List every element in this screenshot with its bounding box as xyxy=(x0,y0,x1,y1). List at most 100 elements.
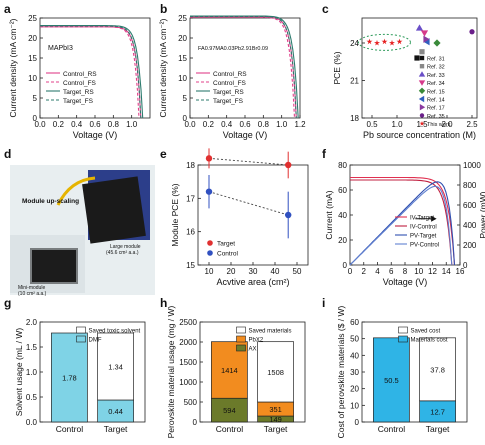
panel-f-ytick-label: 60 xyxy=(338,186,347,195)
panel-c-point-this-work xyxy=(366,38,373,45)
panel-letter-i: i xyxy=(322,296,325,310)
panel-c-xtick-label: 1.0 xyxy=(391,120,403,129)
panel-c-legend-marker xyxy=(418,95,425,103)
panel-a-xtick-label: 0.2 xyxy=(53,120,65,129)
panel-g-bar-value: 1.34 xyxy=(108,363,123,372)
panel-e-xtick-label: 40 xyxy=(271,267,280,276)
panel-g-ytick-label: 2.0 xyxy=(26,318,38,327)
panel-a-curve-control-fs xyxy=(40,26,140,119)
panel-e-ytick-label: 15 xyxy=(186,261,195,270)
panel-i-legend-swatch xyxy=(398,326,408,334)
panel-b-legend-label: Target_FS xyxy=(213,98,244,105)
panel-f-ylabel: Current (mA) xyxy=(324,190,334,239)
panel-g-category-label: Control xyxy=(56,424,84,434)
panel-e-frame xyxy=(197,164,309,266)
panel-f-xlabel: Voltage (V) xyxy=(383,277,428,287)
panel-h-ytick-label: 500 xyxy=(184,398,198,407)
panel-i-ytick-label: 0 xyxy=(355,418,360,427)
panel-i-ytick-label: 60 xyxy=(350,318,359,327)
panel-i-ytick-label: 10 xyxy=(350,401,359,410)
panel-c-point-this-work xyxy=(396,38,403,45)
panel-h-category-label: Target xyxy=(264,424,288,434)
panel-letter-d: d xyxy=(4,147,11,161)
panel-f-legend-label: IV-Control xyxy=(410,225,437,231)
panel-e-legend-marker xyxy=(207,250,213,256)
panel-e-ytick-label: 18 xyxy=(186,161,195,170)
panel-f-xtick-label: 16 xyxy=(456,267,465,276)
panel-c-point-this-work xyxy=(389,39,395,46)
panel-h-legend-swatch xyxy=(236,344,246,352)
panel-f-ylabel: Power (mW) xyxy=(478,191,485,238)
panel-h-ytick-label: 1500 xyxy=(179,358,197,367)
panel-f-legend-label: PV-Control xyxy=(410,243,439,249)
panel-g-bar-saved-toxic-solvent xyxy=(97,332,134,401)
panel-a-xtick-label: 0.8 xyxy=(108,120,120,129)
panel-a-legend-label: Target_RS xyxy=(63,89,94,96)
panel-h-bar-saved-materials xyxy=(257,341,294,403)
panel-b-xtick-label: 1.2 xyxy=(294,120,306,129)
panel-a-legend-label: Control_FS xyxy=(63,80,97,87)
panel-c-legend-label: Ref. 35 xyxy=(427,114,445,120)
large-module xyxy=(82,176,146,244)
panel-h-ylabel: Perovskite material usage (mg / W) xyxy=(166,305,176,438)
panel-e-legend-marker xyxy=(207,240,213,246)
panel-i-bar-value: 50.5 xyxy=(384,376,399,385)
panel-i-ytick-label: 40 xyxy=(350,351,359,360)
panel-b-ytick-label: 0 xyxy=(183,114,188,123)
panel-e-point-target xyxy=(205,155,213,162)
panel-h-legend-swatch xyxy=(236,335,246,343)
panel-c-legend-marker xyxy=(418,87,426,94)
mini-module-label: Mini-module xyxy=(18,285,45,291)
panel-g-ytick-label: 1.5 xyxy=(26,343,38,352)
panel-i-category-label: Target xyxy=(426,424,450,434)
panel-c-point-this-work xyxy=(374,39,380,46)
panel-letter-b: b xyxy=(160,2,167,16)
panel-c-legend-marker xyxy=(419,55,425,61)
panel-c-legend-label: Ref. 14 xyxy=(427,98,445,104)
panel-e-xtick-label: 50 xyxy=(293,267,302,276)
panel-c-xtick-label: 2.0 xyxy=(441,120,453,129)
mini-module-area: (10 cm² a.a.) xyxy=(18,291,47,297)
panel-c-legend-marker xyxy=(419,113,425,118)
panel-c-point-ref-31 xyxy=(414,55,420,61)
panel-i-category-label: Control xyxy=(378,424,406,434)
panel-e-trend-control xyxy=(208,191,289,216)
panel-c-legend-marker xyxy=(419,121,425,126)
panel-c-legend-label: Ref. 15 xyxy=(427,89,445,95)
panel-f-curve-iv-control xyxy=(350,179,453,266)
panel-b-annotation: FA0.97MA0.03Pb2.91Br0.09 xyxy=(198,46,268,52)
panel-b-ytick-label: 25 xyxy=(178,14,187,23)
panel-f-xtick-label: 8 xyxy=(403,267,408,276)
panel-e-ylabel: Module PCE (%) xyxy=(170,183,180,246)
panel-h-bar-value: 1414 xyxy=(221,366,238,375)
panel-c-frame xyxy=(361,17,478,119)
panel-g-ytick-label: 0.5 xyxy=(26,393,38,402)
large-module-label: Large module xyxy=(110,244,141,250)
panel-b-legend-label: Control_FS xyxy=(213,80,247,87)
panel-f-curve-pv-control xyxy=(349,185,453,266)
panel-f-xtick-label: 12 xyxy=(428,267,437,276)
panel-f-ytick-label: 0 xyxy=(343,261,348,270)
mini-module-cell xyxy=(32,250,76,282)
panel-e-xlabel: Acvtive area (cm²) xyxy=(216,277,289,287)
panel-f-right-ytick-label: 200 xyxy=(463,241,477,250)
panel-a-frame xyxy=(39,17,151,119)
panel-c-this-work-outline xyxy=(358,33,411,51)
panel-c-point-ref-35 xyxy=(469,29,475,35)
panel-b-ytick-label: 5 xyxy=(183,94,188,103)
panel-c-ytick-label: 18 xyxy=(350,114,359,123)
panel-c-xlabel: Pb source concentration (M) xyxy=(363,130,476,140)
panel-c-legend-label: Ref. 32 xyxy=(427,65,445,71)
panel-g-legend-swatch xyxy=(76,335,86,343)
panel-h-ytick-label: 0 xyxy=(193,418,198,427)
panel-h-ytick-label: 1000 xyxy=(179,378,197,387)
panel-c-legend-label: Ref. 31 xyxy=(427,57,445,63)
panel-a-xtick-label: 0.6 xyxy=(89,120,101,129)
panel-f-right-ytick-label: 800 xyxy=(463,181,477,190)
panel-e-point-control xyxy=(205,188,213,195)
panel-b-xtick-label: 0.8 xyxy=(258,120,270,129)
panel-i-legend-label: Materials cost xyxy=(411,338,448,344)
panel-g-bar-dmf xyxy=(51,332,88,423)
panel-g-ytick-label: 1.0 xyxy=(26,368,38,377)
panel-a-xtick-label: 0.4 xyxy=(71,120,83,129)
